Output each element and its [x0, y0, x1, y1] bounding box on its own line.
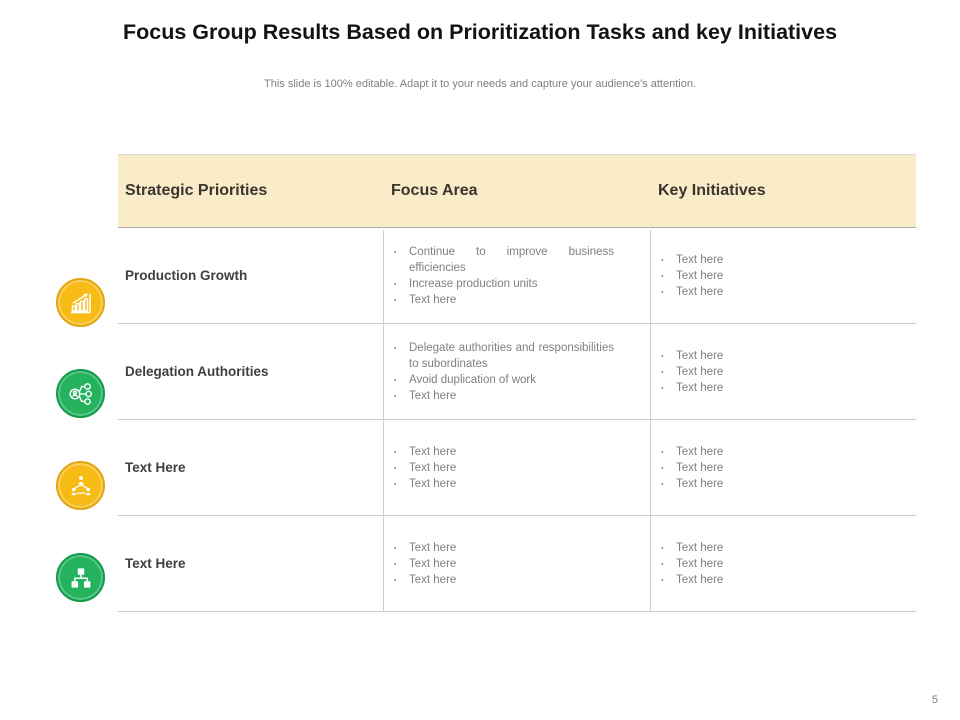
bullet-item: Text here: [658, 364, 881, 381]
bullet-item: Text here: [391, 460, 614, 477]
bullet-item: Text here: [391, 444, 614, 461]
bullet-item: Text here: [658, 284, 881, 301]
bullet-item: Text here: [391, 292, 614, 309]
bullet-item: Text here: [658, 348, 881, 365]
bullet-item: Text here: [658, 556, 881, 573]
table-body: Production Growth Continue to improve bu…: [118, 228, 916, 612]
bullet-item: Delegate authorities and responsibilitie…: [391, 340, 614, 372]
table-header-row: Strategic Priorities Focus Area Key Init…: [118, 154, 916, 228]
page-number: 5: [931, 694, 938, 706]
column-header-key-initiatives: Key Initiatives: [658, 182, 766, 199]
bullet-item: Text here: [658, 252, 881, 269]
bullet-item: Text here: [658, 572, 881, 589]
table-row: Delegation Authorities Delegate authorit…: [118, 324, 916, 420]
bullet-item: Text here: [658, 460, 881, 477]
bullet-item: Avoid duplication of work: [391, 372, 614, 389]
column-divider: [650, 230, 651, 612]
bullet-item: Continue to improve business efficiencie…: [391, 244, 614, 276]
key-initiatives-list: Text here Text here Text here: [658, 252, 916, 301]
column-header-focus-area: Focus Area: [391, 182, 478, 199]
delegation-network-icon: [56, 369, 105, 418]
slide-subtitle: This slide is 100% editable. Adapt it to…: [264, 78, 696, 90]
table-row: Text Here Text here Text here Text here …: [118, 420, 916, 516]
bullet-item: Text here: [391, 388, 614, 405]
bullet-item: Text here: [658, 444, 881, 461]
focus-area-list: Continue to improve business efficiencie…: [391, 244, 650, 309]
bullet-item: Increase production units: [391, 276, 614, 293]
bullet-item: Text here: [658, 540, 881, 557]
focus-area-list: Delegate authorities and responsibilitie…: [391, 340, 650, 405]
key-initiatives-list: Text here Text here Text here: [658, 348, 916, 397]
key-initiatives-list: Text here Text here Text here: [658, 444, 916, 493]
bullet-item: Text here: [391, 556, 614, 573]
table-row: Production Growth Continue to improve bu…: [118, 228, 916, 324]
bullet-item: Text here: [658, 476, 881, 493]
priority-label: Delegation Authorities: [125, 363, 269, 379]
bullet-item: Text here: [391, 476, 614, 493]
column-header-strategic-priorities: Strategic Priorities: [125, 182, 268, 199]
priorities-table: Strategic Priorities Focus Area Key Init…: [118, 154, 916, 612]
bullet-item: Text here: [658, 268, 881, 285]
slide-title: Focus Group Results Based on Prioritizat…: [122, 20, 838, 44]
focus-area-list: Text here Text here Text here: [391, 540, 650, 589]
focus-area-list: Text here Text here Text here: [391, 444, 650, 493]
column-divider: [383, 230, 384, 612]
priority-label: Production Growth: [125, 267, 248, 283]
org-chart-icon: [56, 553, 105, 602]
bullet-item: Text here: [658, 380, 881, 397]
priority-label: Text Here: [125, 459, 186, 475]
bullet-item: Text here: [391, 540, 614, 557]
growth-chart-icon: [56, 278, 105, 327]
people-hierarchy-icon: [56, 461, 105, 510]
table-row: Text Here Text here Text here Text here …: [118, 516, 916, 612]
key-initiatives-list: Text here Text here Text here: [658, 540, 916, 589]
bullet-item: Text here: [391, 572, 614, 589]
priority-label: Text Here: [125, 555, 186, 571]
